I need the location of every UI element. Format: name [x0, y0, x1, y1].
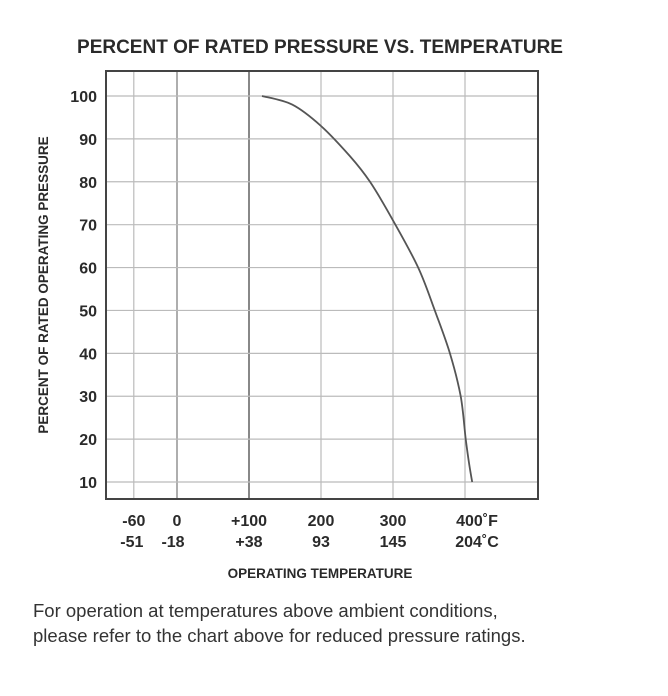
- y-tick-label: 20: [79, 432, 97, 449]
- x-tick-label-c: +38: [235, 534, 262, 551]
- pressure-temperature-chart: PERCENT OF RATED PRESSURE VS. TEMPERATUR…: [36, 37, 563, 581]
- y-tick-label: 40: [79, 346, 97, 363]
- y-tick-label: 70: [79, 218, 97, 235]
- footnote-line-1: For operation at temperatures above ambi…: [33, 600, 498, 621]
- x-tick-label-c: 145: [380, 534, 407, 551]
- x-tick-label-c: 204˚C: [455, 534, 499, 551]
- chart-title: PERCENT OF RATED PRESSURE VS. TEMPERATUR…: [77, 37, 563, 58]
- horizontal-gridlines: [106, 95, 538, 483]
- x-tick-label-c: -51: [120, 534, 143, 551]
- footnote: For operation at temperatures above ambi…: [33, 598, 633, 648]
- series-layer: [261, 95, 474, 483]
- y-tick-label: 50: [79, 303, 97, 320]
- series-line: [261, 95, 474, 483]
- x-tick-label-c: -18: [161, 534, 184, 551]
- y-axis-label: PERCENT OF RATED OPERATING PRESSURE: [36, 136, 51, 433]
- y-tick-label: 90: [79, 132, 97, 149]
- x-tick-labels: -60 -51 0 -18 +100 +38 200 93 300 145 400˚F 204˚C: [120, 513, 499, 551]
- footnote-line-2: please refer to the chart above for redu…: [33, 625, 526, 646]
- x-tick-label-f: 400˚F: [456, 513, 498, 530]
- x-tick-label-f: 200: [308, 513, 335, 530]
- plot-frame: [105, 70, 539, 500]
- y-tick-label: 10: [79, 475, 97, 492]
- x-tick-label-f: 0: [173, 513, 182, 530]
- y-tick-label: 60: [79, 261, 97, 278]
- vertical-gridlines: [133, 71, 466, 499]
- y-tick-label: 80: [79, 175, 97, 192]
- x-tick-label-f: +100: [231, 513, 267, 530]
- x-tick-label-f: -60: [122, 513, 145, 530]
- y-tick-labels: 100 90 80 70 60 50 40 30 20 10: [70, 89, 97, 492]
- x-axis-label: OPERATING TEMPERATURE: [228, 566, 413, 581]
- x-tick-label-f: 300: [380, 513, 407, 530]
- y-tick-label: 30: [79, 389, 97, 406]
- x-tick-label-c: 93: [312, 534, 330, 551]
- y-tick-label: 100: [70, 89, 97, 106]
